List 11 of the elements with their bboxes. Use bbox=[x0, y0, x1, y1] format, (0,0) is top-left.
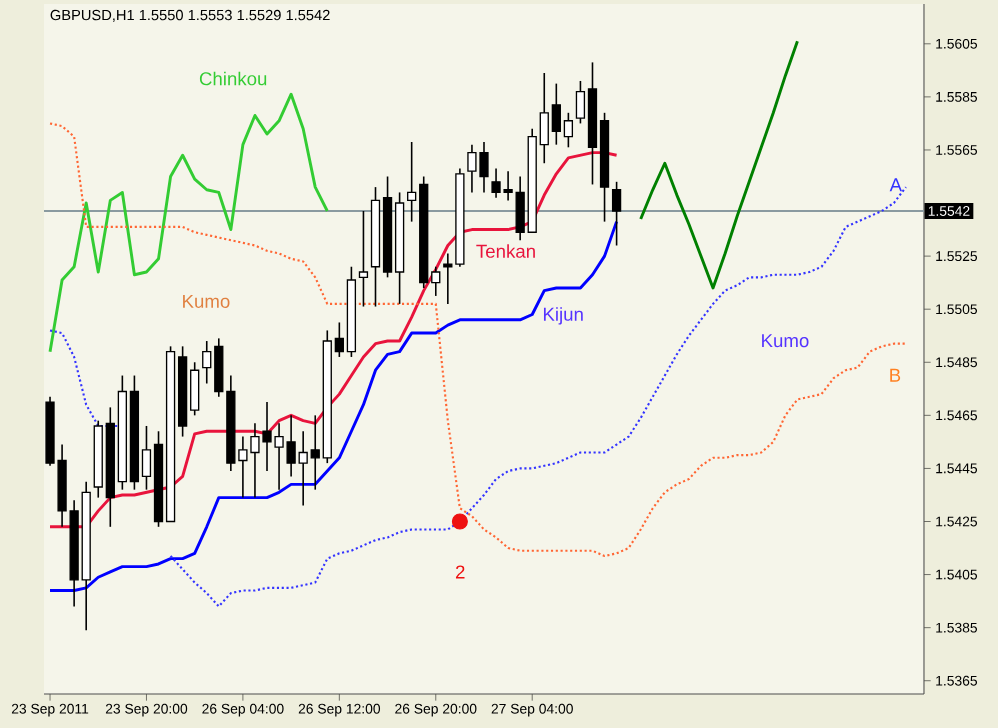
annotation: Kumo bbox=[183, 294, 230, 308]
candlestick bbox=[611, 181, 622, 247]
annotation: B bbox=[890, 368, 901, 382]
annotation: A bbox=[889, 178, 903, 192]
annotation: Kumo bbox=[762, 334, 809, 348]
annotation: 2 bbox=[455, 565, 465, 579]
annotation: Chinkou bbox=[199, 71, 267, 86]
annotation: Kijun bbox=[543, 307, 583, 325]
candlestick bbox=[358, 210, 369, 308]
line-series bbox=[48, 92, 329, 354]
annotation: Tenkan bbox=[476, 244, 535, 258]
